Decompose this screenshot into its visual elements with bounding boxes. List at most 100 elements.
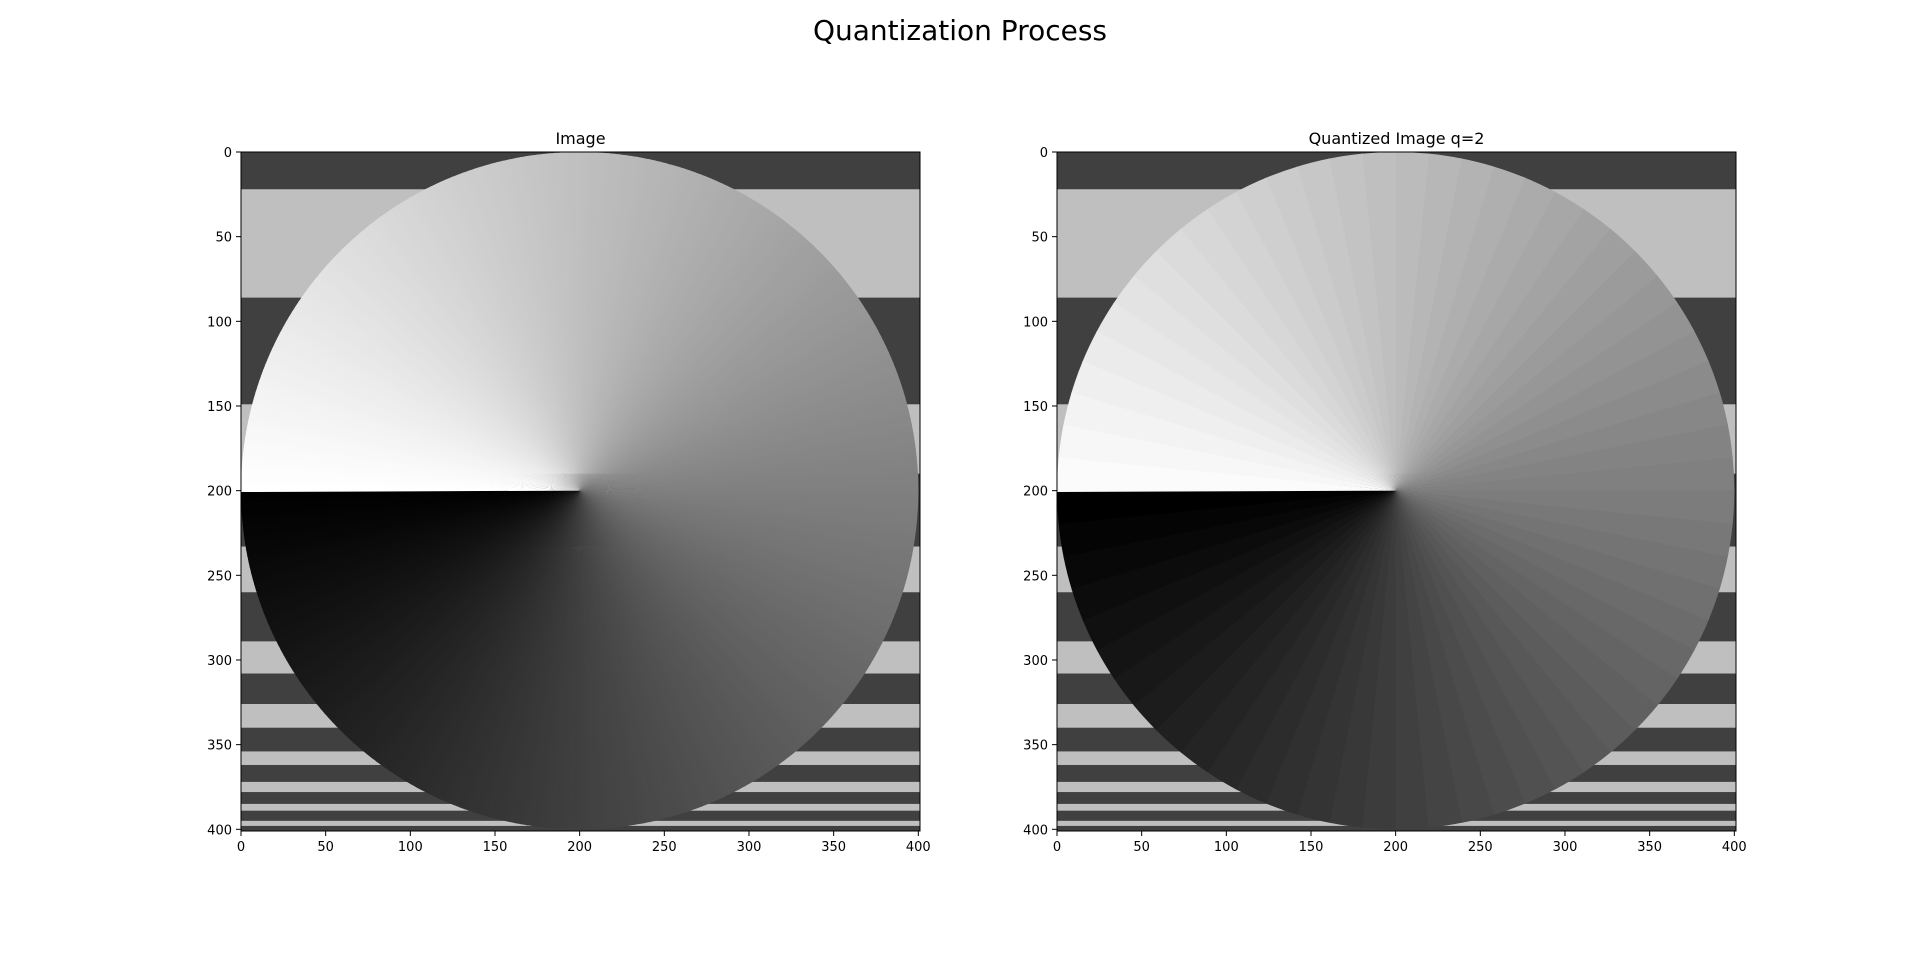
- disc-wedge: [1395, 490, 1729, 589]
- x-tick-label: 250: [1468, 840, 1493, 855]
- disc-wedge: [579, 155, 633, 491]
- disc-wedge: [1082, 490, 1396, 652]
- y-tick-label: 350: [1023, 739, 1048, 754]
- disc-wedge: [579, 490, 825, 731]
- disc-wedge: [579, 320, 876, 491]
- disc-wedge: [579, 490, 833, 722]
- disc-wedge: [1207, 490, 1396, 790]
- disc-wedge: [475, 490, 580, 815]
- disc-wedge: [579, 490, 904, 596]
- disc-wedge: [340, 490, 580, 736]
- disc-wedge: [579, 490, 874, 666]
- disc-wedge: [244, 431, 580, 491]
- disc-wedge: [1395, 490, 1527, 815]
- disc-wedge: [272, 490, 580, 641]
- disc-wedge: [579, 159, 656, 491]
- disc-wedge: [361, 490, 580, 755]
- disc-wedge: [308, 282, 580, 491]
- disc-wedge: [579, 170, 696, 491]
- y-tick-label: 250: [1023, 569, 1048, 584]
- x-tick-label: 0: [1053, 840, 1061, 855]
- angular-gradient-disc: [241, 152, 919, 830]
- x-tick-label: 300: [1553, 840, 1578, 855]
- disc-wedge: [579, 152, 610, 491]
- disc-wedge: [1071, 490, 1396, 622]
- disc-wedge: [399, 200, 580, 491]
- disc-wedge: [371, 490, 580, 762]
- disc-wedge: [360, 227, 580, 491]
- disc-wedge: [579, 490, 910, 573]
- disc-wedge: [579, 209, 774, 491]
- disc-wedge: [249, 408, 580, 491]
- disc-wedge: [1395, 191, 1584, 491]
- disc-wedge: [579, 310, 870, 491]
- disc-wedge: [579, 171, 702, 491]
- disc-wedge: [339, 247, 580, 491]
- disc-wedge: [311, 277, 580, 491]
- disc-wedge: [415, 490, 580, 791]
- disc-wedge: [579, 490, 735, 796]
- disc-wedge: [579, 180, 723, 491]
- disc-wedge: [579, 490, 877, 660]
- disc-wedge: [365, 223, 580, 491]
- disc-wedge: [252, 397, 580, 491]
- disc-wedge: [424, 186, 580, 491]
- disc-wedge: [452, 490, 580, 808]
- disc-wedge: [253, 391, 580, 491]
- disc-wedge: [579, 290, 858, 491]
- disc-wedge: [405, 490, 580, 785]
- disc-wedge: [1155, 228, 1396, 491]
- disc-wedge: [248, 414, 580, 491]
- disc-wedge: [344, 490, 580, 740]
- disc-wedge: [579, 490, 918, 521]
- disc-wedge: [480, 490, 580, 817]
- disc-wedge: [375, 490, 580, 766]
- disc-wedge: [384, 209, 580, 491]
- disc-wedge: [1395, 228, 1636, 491]
- disc-wedge: [579, 157, 651, 491]
- disc-wedge: [526, 490, 580, 827]
- disc-wedge: [255, 386, 580, 491]
- disc-wedge: [1395, 166, 1526, 491]
- disc-wedge: [1096, 302, 1396, 491]
- disc-wedge: [579, 490, 756, 784]
- disc-wedge: [579, 490, 917, 532]
- disc-wedge: [579, 490, 858, 690]
- disc-wedge: [579, 234, 807, 491]
- disc-wedge: [316, 490, 580, 710]
- disc-wedge: [579, 238, 811, 491]
- disc-wedge: [265, 358, 580, 491]
- disc-wedge: [579, 490, 812, 743]
- disc-wedge: [579, 191, 744, 491]
- disc-wedge: [1296, 158, 1396, 491]
- disc-wedge: [579, 490, 746, 790]
- disc-wedge: [544, 490, 580, 829]
- disc-wedge: [431, 490, 580, 799]
- disc-wedge: [331, 255, 580, 491]
- disc-wedge: [1234, 177, 1396, 491]
- disc-wedge: [579, 490, 890, 634]
- disc-wedge: [579, 164, 679, 491]
- disc-wedge: [1395, 490, 1678, 706]
- disc-wedge: [579, 490, 909, 579]
- x-tick-label: 200: [1383, 840, 1408, 855]
- disc-wedge: [1063, 490, 1396, 591]
- disc-wedge: [294, 301, 580, 491]
- x-tick-label: 300: [737, 840, 762, 855]
- disc-wedge: [579, 295, 861, 491]
- disc-wedge: [304, 286, 580, 491]
- disc-wedge: [436, 490, 580, 801]
- y-tick-label: 100: [207, 315, 232, 330]
- disc-wedge: [579, 490, 914, 556]
- disc-wedge: [579, 490, 897, 618]
- disc-wedge: [579, 490, 908, 584]
- disc-wedge: [394, 203, 580, 491]
- disc-wedge: [277, 490, 580, 651]
- y-tick-label: 0: [224, 146, 232, 161]
- disc-wedge: [1058, 424, 1396, 491]
- disc-wedge: [579, 246, 820, 491]
- disc-wedge: [579, 267, 840, 491]
- disc-wedge: [288, 311, 580, 491]
- disc-wedge: [420, 490, 580, 794]
- disc-wedge: [579, 325, 879, 491]
